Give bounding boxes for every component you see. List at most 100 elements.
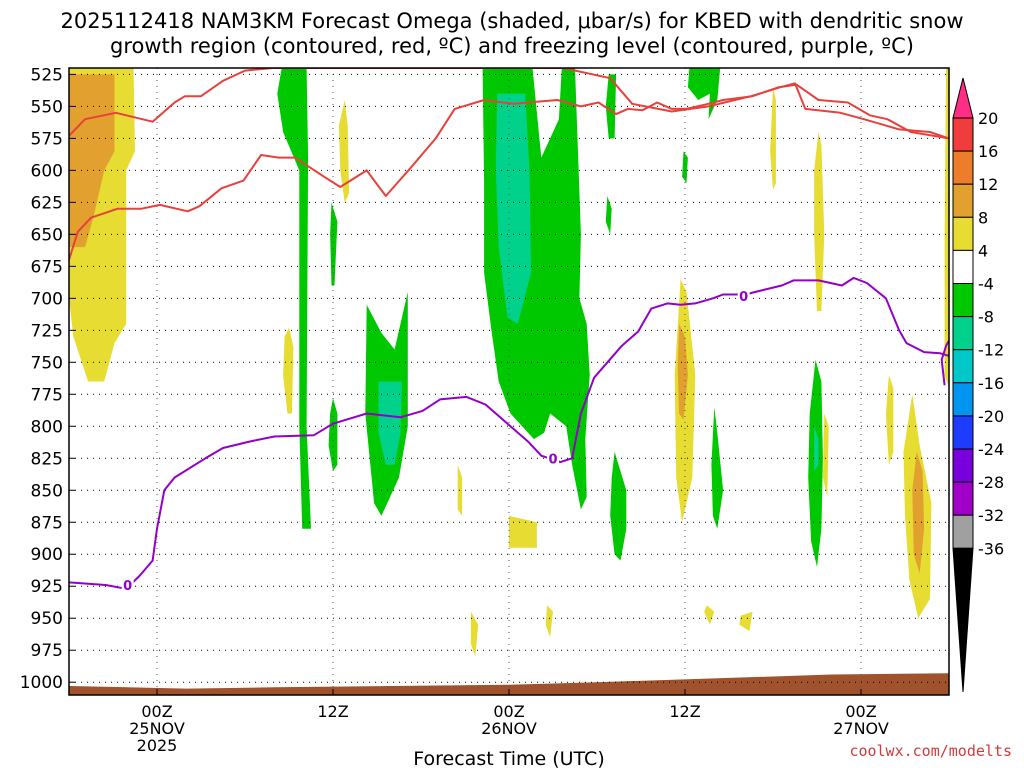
colorbar-segment: [952, 216, 974, 251]
chart-title-line-2: growth region (contoured, red, ºC) and f…: [110, 34, 914, 58]
colorbar-segment: [952, 547, 974, 693]
y-tick-label: 1000: [20, 673, 63, 693]
colorbar-segment: [952, 481, 974, 516]
contour-line: [69, 276, 949, 590]
colorbar-tick-label: 20: [978, 109, 998, 128]
contour-label: 0: [739, 290, 748, 305]
omega-region: [470, 611, 479, 657]
omega-region: [378, 381, 402, 465]
omega-region: [711, 407, 724, 529]
contour-label-background: [121, 576, 134, 591]
y-axis: 525 550 575 600 625 650 675 700 725 750 775 800 825 8…: [20, 65, 75, 693]
grid: [69, 68, 949, 695]
colorbar-segment: [952, 349, 974, 384]
omega-region: [277, 68, 311, 529]
colorbar-segment: [952, 283, 974, 318]
y-tick-label: 900: [31, 545, 63, 565]
colorbar-segment: [952, 150, 974, 185]
colorbar-segment: [952, 514, 974, 549]
y-tick-label: 600: [31, 161, 63, 181]
colorbar-tick-label: -16: [978, 374, 1004, 393]
omega-region: [814, 426, 819, 472]
colorbar-tick-label: 8: [978, 208, 988, 227]
colorbar-segment: [952, 249, 974, 284]
x-tick-label: 00Z: [141, 702, 172, 721]
x-tick-label: 12Z: [669, 702, 700, 721]
y-tick-label: 550: [31, 97, 63, 117]
y-tick-label: 575: [31, 129, 63, 149]
omega-region: [545, 605, 553, 638]
y-tick-label: 625: [31, 193, 63, 213]
omega-region: [912, 451, 925, 574]
colorbar-segment: [952, 415, 974, 450]
x-axis-label: Forecast Time (UTC): [413, 748, 604, 768]
omega-region: [682, 151, 688, 184]
x-tick-label: 2025: [137, 736, 178, 755]
omega-region: [814, 132, 825, 312]
omega-region: [509, 515, 537, 548]
colorbar-tick-label: -20: [978, 407, 1004, 426]
y-tick-label: 700: [31, 289, 63, 309]
chart-title-line-1: 2025112418 NAM3KM Forecast Omega (shaded…: [60, 9, 963, 33]
omega-region: [495, 93, 531, 324]
plot-area: 0 0 0: [69, 68, 949, 695]
x-tick-label: 25NOV: [129, 719, 185, 738]
omega-region: [944, 68, 949, 388]
omega-region: [704, 605, 715, 625]
y-tick-label: 875: [31, 513, 63, 533]
colorbar-segment: [952, 183, 974, 218]
omega-region: [610, 451, 627, 561]
colorbar-tick-label: 4: [978, 241, 988, 260]
colorbar-segment: [952, 382, 974, 417]
colorbar-tick-label: 12: [978, 175, 998, 194]
colorbar-tick-label: 16: [978, 142, 998, 161]
omega-region: [338, 100, 350, 203]
contour-line: [69, 68, 949, 140]
y-tick-label: 850: [31, 481, 63, 501]
y-tick-label: 725: [31, 321, 63, 341]
x-tick-label: 27NOV: [833, 719, 889, 738]
x-tick-label: 26NOV: [481, 719, 537, 738]
contour-label: 0: [123, 579, 132, 594]
y-tick-label: 525: [31, 65, 63, 85]
omega-region: [330, 202, 338, 286]
y-tick-label: 925: [31, 577, 63, 597]
omega-region: [283, 327, 294, 414]
omega-region: [677, 323, 688, 420]
omega-region: [822, 413, 829, 497]
contour-label-background: [737, 287, 750, 302]
x-tick-label: 00Z: [845, 702, 876, 721]
colorbar: 20 16 12 8 4 -4 -8 -12 -16 -20 -24 -28 -32 -36: [952, 77, 1004, 693]
colorbar-tick-label: -28: [978, 473, 1004, 492]
omega-shading: [69, 68, 949, 657]
x-tick-label: 00Z: [493, 702, 524, 721]
colorbar-tick-label: -24: [978, 440, 1004, 459]
omega-region: [770, 87, 776, 190]
contour-label-background: [547, 450, 559, 465]
y-tick-label: 675: [31, 257, 63, 277]
y-tick-label: 650: [31, 225, 63, 245]
colorbar-tick-label: -8: [978, 308, 994, 327]
x-tick-label: 12Z: [317, 702, 348, 721]
omega-region: [885, 375, 894, 465]
y-tick-label: 975: [31, 641, 63, 661]
credit-link[interactable]: coolwx.com/modelts: [849, 742, 1012, 760]
colorbar-tick-label: -4: [978, 275, 994, 294]
colorbar-tick-label: -12: [978, 341, 1004, 360]
terrain: [69, 673, 949, 695]
y-tick-label: 825: [31, 449, 63, 469]
colorbar-tick-label: -36: [978, 539, 1004, 558]
contour-line: [940, 340, 949, 386]
y-tick-label: 800: [31, 417, 63, 437]
omega-region: [69, 74, 115, 248]
colorbar-tick-label: -32: [978, 506, 1004, 525]
contour-label: 0: [548, 452, 557, 467]
y-tick-label: 750: [31, 353, 63, 373]
terrain-surface: [69, 673, 949, 695]
contour-line: [69, 83, 949, 261]
omega-region: [605, 196, 612, 235]
contours: 0 0 0: [69, 68, 949, 594]
y-tick-label: 950: [31, 609, 63, 629]
